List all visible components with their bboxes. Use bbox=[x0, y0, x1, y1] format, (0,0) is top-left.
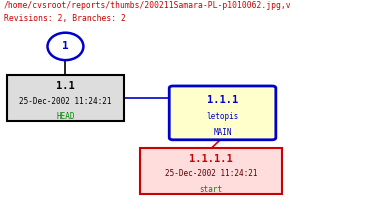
Text: 25-Dec-2002 11:24:21: 25-Dec-2002 11:24:21 bbox=[165, 169, 258, 179]
Text: 1.1.1.1: 1.1.1.1 bbox=[190, 154, 233, 164]
Text: MAIN: MAIN bbox=[213, 128, 232, 137]
Text: 1.1: 1.1 bbox=[56, 81, 75, 91]
Text: Revisions: 2, Branches: 2: Revisions: 2, Branches: 2 bbox=[4, 14, 126, 23]
Text: /home/cvsroot/reports/thumbs/200211Samara-PL-p1010062.jpg,v: /home/cvsroot/reports/thumbs/200211Samar… bbox=[4, 1, 291, 10]
FancyBboxPatch shape bbox=[169, 86, 276, 140]
Text: HEAD: HEAD bbox=[56, 112, 75, 121]
FancyBboxPatch shape bbox=[6, 75, 124, 121]
Text: 1.1.1: 1.1.1 bbox=[207, 95, 238, 105]
Text: 1: 1 bbox=[62, 41, 69, 51]
Ellipse shape bbox=[47, 33, 83, 60]
Text: letopis: letopis bbox=[206, 112, 239, 121]
Text: start: start bbox=[200, 185, 223, 193]
FancyBboxPatch shape bbox=[140, 148, 282, 194]
Text: 25-Dec-2002 11:24:21: 25-Dec-2002 11:24:21 bbox=[19, 97, 112, 106]
